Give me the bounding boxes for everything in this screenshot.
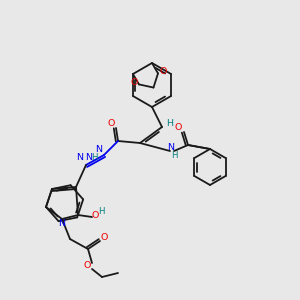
Text: H: H: [98, 206, 104, 215]
Text: H: H: [91, 154, 97, 163]
Text: N: N: [76, 154, 83, 163]
Text: O: O: [130, 78, 138, 87]
Text: O: O: [100, 232, 108, 242]
Text: N: N: [85, 154, 92, 163]
Text: H: H: [171, 151, 177, 160]
Text: O: O: [174, 124, 182, 133]
Text: O: O: [83, 262, 91, 271]
Text: N: N: [167, 142, 175, 152]
Text: O: O: [159, 67, 167, 76]
Text: N: N: [95, 145, 103, 154]
Text: N: N: [58, 220, 65, 229]
Text: O: O: [91, 212, 99, 220]
Text: O: O: [107, 118, 115, 127]
Text: H: H: [167, 119, 173, 128]
